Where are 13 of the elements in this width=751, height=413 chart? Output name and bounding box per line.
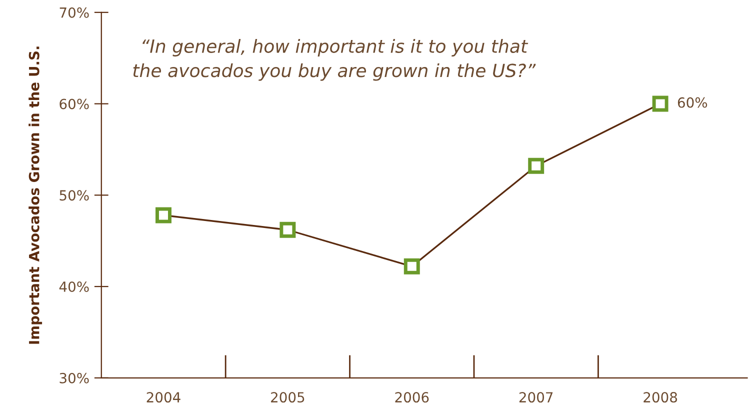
x-tick-label: 2006: [395, 392, 429, 403]
y-tick-label: 50%: [60, 190, 89, 201]
annotation: “In general, how important is it to you that the avocados you buy are grown in the US?”: [133, 39, 536, 81]
y-tick-label: 70%: [60, 7, 89, 18]
y-axis-title: Important Avocados Grown in the U.S.: [28, 46, 42, 344]
y-tick-label: 60%: [60, 98, 89, 110]
data-label: 60%: [678, 97, 708, 108]
y-tick-label: 30%: [60, 372, 89, 384]
x-tick-label: 2004: [146, 392, 180, 403]
x-tick-label: 2005: [271, 392, 304, 403]
x-tick-label: 2008: [644, 392, 678, 403]
x-tick-label: 2007: [519, 392, 553, 403]
y-tick-label: 40%: [59, 281, 89, 292]
